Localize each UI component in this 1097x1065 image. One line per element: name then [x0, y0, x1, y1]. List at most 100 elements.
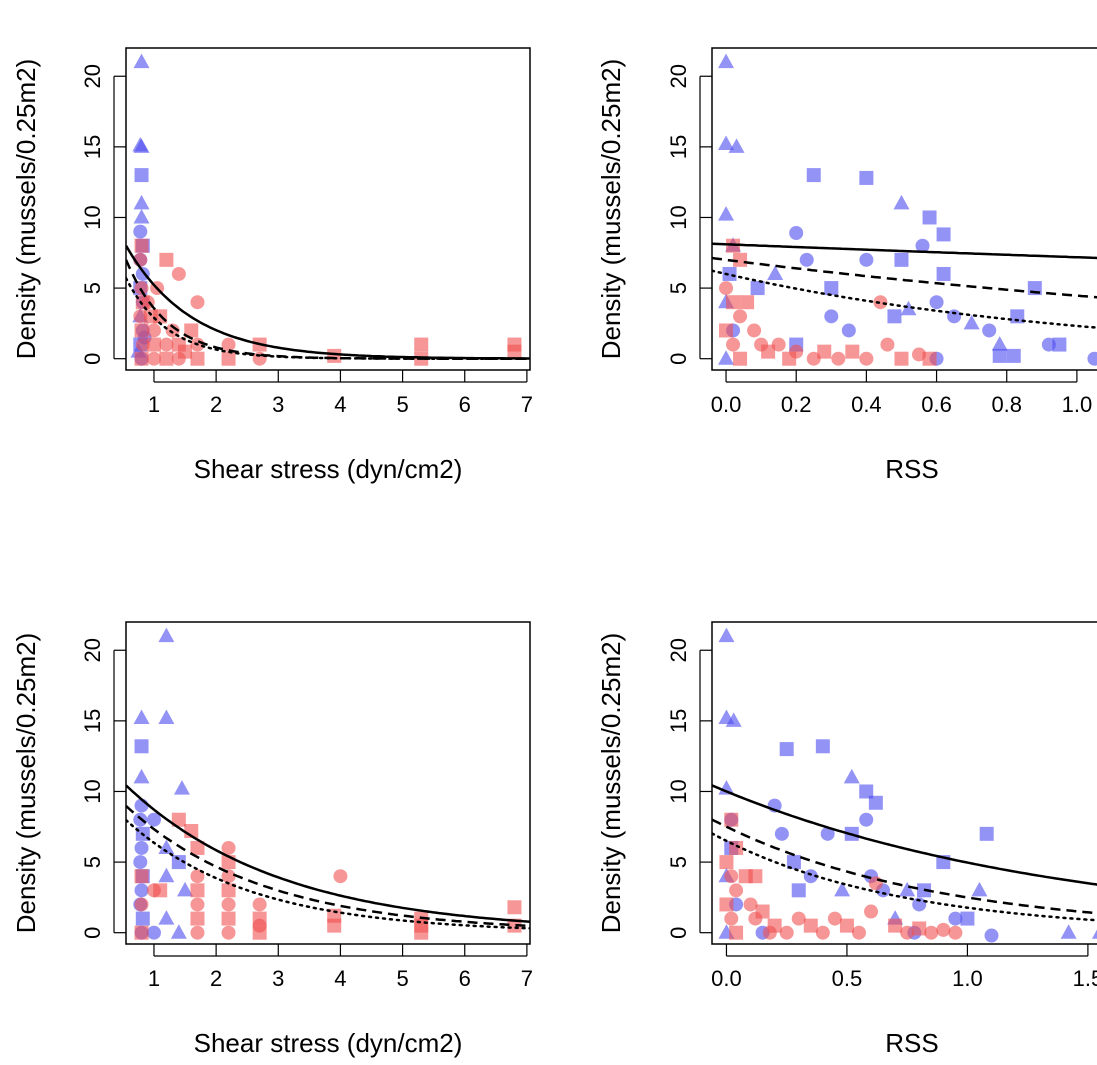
data-point	[724, 911, 739, 926]
data-point	[820, 826, 835, 841]
data-point	[221, 897, 236, 912]
data-point	[799, 252, 814, 267]
data-point	[912, 921, 927, 936]
x-tick-label: 2	[210, 966, 222, 991]
y-axis-title: Density (mussels/0.25m2)	[596, 59, 626, 360]
data-point	[1060, 924, 1077, 939]
data-point	[767, 265, 784, 280]
panel-2: 0 5 10 15 20 0.0 0.2 0.4 0.6 0.8 1.0 RSS Density (mu…	[596, 47, 1097, 484]
y-tick-label: 20	[80, 64, 105, 88]
x-tick-label: 6	[459, 392, 471, 417]
x-tick-label: 4	[334, 392, 346, 417]
x-tick-label: 1.5	[1073, 966, 1097, 991]
data-point	[748, 869, 763, 884]
data-point	[1087, 351, 1097, 366]
data-point	[936, 266, 951, 281]
data-point	[134, 323, 149, 338]
data-point	[894, 252, 909, 267]
data-point	[984, 928, 999, 943]
x-tick-label: 0.0	[711, 392, 742, 417]
data-point	[960, 911, 975, 926]
data-point	[133, 768, 150, 784]
y-tick-label: 0	[666, 353, 691, 365]
data-point	[722, 266, 737, 281]
curve-dashed	[712, 818, 1097, 915]
data-point	[190, 883, 205, 898]
curve-dashed	[126, 804, 530, 928]
data-point	[190, 869, 205, 884]
plot-frame	[125, 47, 531, 371]
data-point	[851, 925, 866, 940]
panel-3: 0 5 10 15 20 1 2 3 4 5 6 7 Shear stress (dyn/cm2) Den…	[11, 621, 533, 1058]
data-point	[839, 918, 854, 933]
data-point	[133, 53, 150, 69]
data-point	[859, 351, 874, 366]
data-point	[924, 925, 939, 940]
data-point	[991, 336, 1008, 351]
data-point	[971, 881, 988, 897]
data-point	[761, 344, 776, 359]
y-axis-title: Density (mussels/0.25m2)	[11, 59, 41, 360]
data-point	[177, 881, 194, 897]
y-tick-label: 0	[666, 927, 691, 939]
data-point	[841, 323, 856, 338]
points-group	[130, 53, 522, 366]
data-point	[133, 208, 150, 224]
y-tick-label: 15	[80, 135, 105, 159]
y-tick-label: 20	[80, 638, 105, 662]
data-point	[414, 337, 429, 352]
data-point	[887, 309, 902, 324]
data-point	[779, 742, 794, 757]
data-point	[922, 351, 937, 366]
y-tick-label: 5	[666, 282, 691, 294]
y-tick-label: 20	[666, 638, 691, 662]
data-point	[815, 925, 830, 940]
data-point	[221, 883, 236, 898]
data-point	[133, 855, 148, 870]
data-point	[134, 238, 149, 253]
data-point	[912, 347, 927, 362]
data-point	[936, 227, 951, 242]
data-point	[915, 238, 930, 253]
data-point	[158, 839, 175, 854]
points-group	[718, 627, 1097, 943]
data-point	[767, 918, 782, 933]
data-point	[133, 194, 150, 210]
data-point	[786, 855, 801, 870]
data-point	[726, 337, 741, 352]
data-point	[333, 869, 348, 884]
data-point	[733, 351, 748, 366]
data-point	[859, 170, 874, 185]
data-point	[190, 295, 205, 310]
data-point	[834, 881, 851, 897]
data-point	[133, 224, 148, 239]
data-point	[178, 344, 193, 359]
data-point	[158, 627, 175, 643]
data-point	[791, 883, 806, 898]
y-tick-label: 0	[80, 353, 105, 365]
y-tick-label: 10	[666, 779, 691, 803]
plot-frame	[125, 621, 531, 945]
plot-frame	[711, 47, 1097, 371]
data-point	[831, 351, 846, 366]
y-tick-label: 15	[666, 135, 691, 159]
data-point	[132, 136, 149, 152]
data-point	[146, 812, 161, 827]
data-point	[729, 925, 744, 940]
data-point	[221, 925, 236, 940]
x-tick-label: 7	[521, 392, 533, 417]
points-group	[133, 627, 522, 940]
x-tick-label: 0.4	[851, 392, 882, 417]
data-point	[158, 910, 175, 925]
x-tick-label: 4	[334, 966, 346, 991]
curve-solid	[712, 242, 1097, 260]
data-point	[134, 168, 149, 183]
y-tick-label: 5	[666, 856, 691, 868]
data-point	[507, 900, 522, 915]
y-tick-label: 0	[80, 927, 105, 939]
y-axis-title: Density (mussels/0.25m2)	[596, 633, 626, 934]
data-point	[755, 904, 770, 919]
data-point	[134, 869, 149, 884]
data-point	[733, 252, 748, 267]
data-point	[873, 295, 888, 310]
